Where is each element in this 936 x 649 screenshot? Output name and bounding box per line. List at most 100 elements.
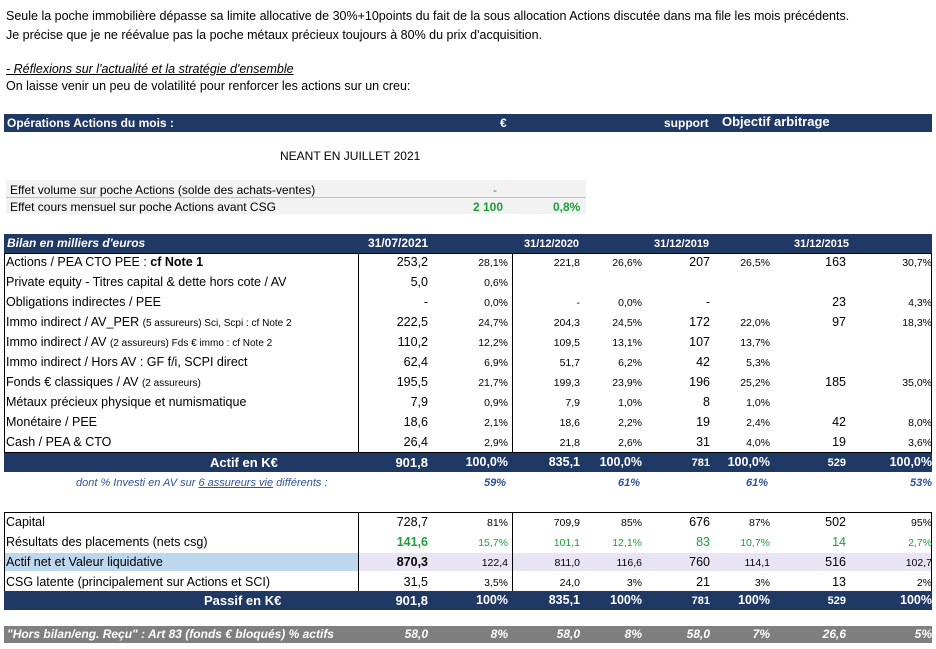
bilan-cell: - [576, 297, 581, 309]
passif-cell: 141,6 [396, 535, 428, 549]
effet-volume-label: Effet volume sur poche Actions (solde de… [10, 183, 316, 197]
bilan-row-label: Actions / PEA CTO PEE : cf Note 1 [6, 255, 203, 269]
passif-cell: 870,3 [396, 555, 428, 569]
bilan-cell: 109,5 [553, 337, 580, 349]
av-pct-3: 53% [909, 477, 932, 489]
intro-line-2: Je précise que je ne réévalue pas la poc… [6, 28, 543, 42]
passif-cell: 81% [486, 517, 508, 529]
passif-cell: 760 [689, 555, 710, 569]
av-pct-0: 59% [483, 477, 506, 489]
bilan-cell: 221,8 [553, 257, 580, 269]
bilan-cell: 22,0% [740, 317, 770, 329]
bilan-row-label-text: Private equity - Titres capital & dette … [6, 275, 287, 289]
bilan-cell: 207 [689, 255, 710, 269]
actif-vals-cell: 835,1 [548, 455, 580, 469]
bilan-cell: 26,5% [740, 257, 770, 269]
bilan-cell: 2,2% [618, 417, 642, 429]
passif-cell: 95% [910, 517, 932, 529]
bilan-row-label: Obligations indirectes / PEE [6, 295, 161, 309]
bilan-cell: 0,6% [484, 277, 508, 289]
operations-col-objectif: Objectif arbitrage [722, 114, 830, 129]
bilan-row-label: Private equity - Titres capital & dette … [6, 275, 286, 289]
bilan-cell: 4,3% [908, 297, 932, 309]
bilan-cell: 42 [696, 355, 710, 369]
passif-cell: 3% [626, 577, 642, 589]
bilan-row-label: Cash / PEA & CTO [6, 435, 111, 449]
hors-bilan-label: "Hors bilan/eng. Reçu" : Art 83 (fonds €… [7, 627, 334, 641]
bilan-row-label-bold: cf Note 1 [150, 255, 204, 269]
bilan-cell: 222,5 [396, 315, 428, 329]
bilan-row-label-text: Cash / PEA & CTO [6, 435, 112, 449]
bilan-cell: 6,2% [618, 357, 642, 369]
av-pct-1: 61% [617, 477, 640, 489]
bilan-cell: 8 [703, 395, 710, 409]
passif-vals-cell: 901,8 [395, 593, 428, 608]
bilan-row-label: Métaux précieux physique et numismatique [6, 395, 246, 409]
bilan-cell: 19 [832, 435, 846, 449]
hors-bilan-cell: 8% [624, 627, 642, 641]
passif-row-label-text: Capital [6, 515, 45, 529]
bilan-cell: 2,4% [746, 417, 770, 429]
bilan-cell: 0,9% [484, 397, 508, 409]
passif-total-row: Passif en K€ 901,8 100% 835,1 100% 781 100% 52… [4, 591, 932, 610]
actif-vals-cell: 100,0% [599, 455, 642, 469]
passif-cell: 12,1% [612, 537, 642, 549]
passif-vals-cell: 100% [900, 593, 932, 607]
hors-bilan-cell: 26,6 [822, 627, 846, 641]
bilan-cell: 12,2% [478, 337, 508, 349]
bilan-cell: 18,6 [403, 415, 428, 429]
actif-label: Actif en K€ [210, 455, 278, 470]
passif-cell: 2% [916, 577, 932, 589]
bilan-cell: 2,1% [484, 417, 508, 429]
bilan-row-label-text: Actions / PEA CTO PEE : [6, 255, 151, 269]
bilan-title: Bilan en milliers d'euros [7, 236, 146, 250]
bilan-cell: 23,9% [612, 377, 642, 389]
passif-cell: 122,4 [481, 557, 508, 569]
operations-title: Opérations Actions du mois : [7, 116, 174, 130]
effet-volume-value: - [493, 183, 497, 197]
av-pct-2: 61% [745, 477, 768, 489]
bilan-cell: 21,8 [559, 437, 580, 449]
bilan-row-label: Monétaire / PEE [6, 415, 97, 429]
bilan-cell: 172 [689, 315, 710, 329]
passif-row-label: Résultats des placements (nets csg) [6, 535, 207, 549]
bilan-row-label-note: (2 assureurs) Fds € immo : cf Note 2 [109, 338, 273, 349]
bilan-cell: 19 [696, 415, 710, 429]
actif-vals-cell: 100,0% [465, 455, 508, 469]
hors-bilan-cell: 58,0 [686, 627, 710, 641]
bilan-cell: 24,7% [478, 317, 508, 329]
actif-net-label-bg [4, 553, 358, 571]
bilan-cell: 195,5 [396, 375, 428, 389]
bilan-cell: 6,9% [484, 357, 508, 369]
bilan-cell: 163 [825, 255, 846, 269]
bilan-row-label: Immo indirect / AV_PER (5 assureurs) Sci… [6, 315, 292, 329]
bilan-cell: 26,4 [403, 435, 428, 449]
bilan-row-label-text: Immo indirect / AV [6, 335, 110, 349]
intro-line-1: Seule la poche immobilière dépasse sa li… [6, 9, 850, 23]
bilan-date-3: 31/12/2015 [794, 238, 850, 250]
passif-cell: 3% [754, 577, 770, 589]
hors-bilan-cell: 5% [914, 627, 932, 641]
bilan-cell: 4,0% [746, 437, 770, 449]
bilan-cell: 13,1% [612, 337, 642, 349]
operations-neant: NEANT EN JUILLET 2021 [280, 149, 421, 163]
bilan-cell: 7,9 [410, 395, 428, 409]
passif-row-label: Capital [6, 515, 45, 529]
section-text: On laisse venir un peu de volatilité pou… [6, 79, 411, 93]
bilan-cell: 253,2 [396, 255, 428, 269]
actif-vals-cell: 100,0% [727, 455, 770, 469]
passif-cell: 13 [832, 575, 846, 589]
operations-header: Opérations Actions du mois : € support O… [4, 114, 932, 132]
hors-bilan-cell: 7% [752, 627, 770, 641]
bilan-header: Bilan en milliers d'euros 31/07/2021 31/… [4, 234, 932, 253]
bilan-row-label: Immo indirect / AV (2 assureurs) Fds € i… [6, 335, 272, 349]
passif-cell: 676 [689, 515, 710, 529]
bilan-frame [4, 253, 932, 453]
bilan-cell: 5,3% [746, 357, 770, 369]
bilan-cell: 31 [696, 435, 710, 449]
passif-cell: 102,7 [905, 557, 932, 569]
passif-cell: 87% [748, 517, 770, 529]
bilan-cell: 21,7% [478, 377, 508, 389]
bilan-cell: 199,3 [553, 377, 580, 389]
bilan-cell: 3,6% [908, 437, 932, 449]
